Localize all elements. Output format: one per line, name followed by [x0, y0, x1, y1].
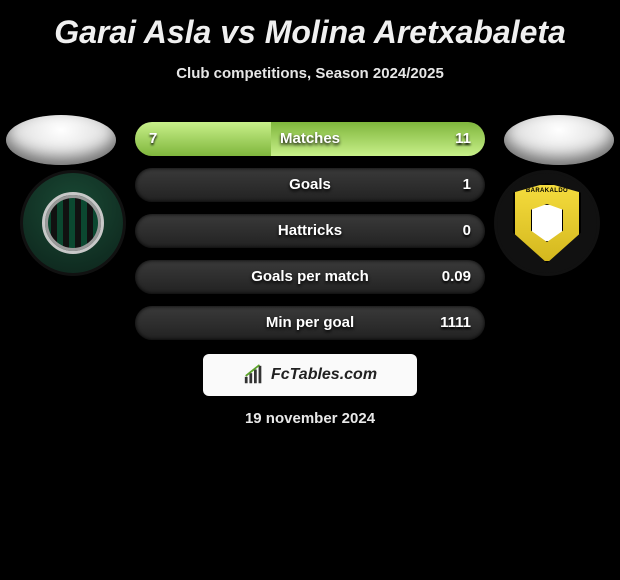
stat-label: Matches	[135, 122, 485, 156]
stat-value-right: 1111	[440, 306, 471, 340]
stats-column: 7 Matches 11 Goals 1 Hattricks 0	[135, 122, 485, 352]
stat-value-right: 1	[463, 168, 471, 202]
stat-value-right: 0	[463, 214, 471, 248]
bar-chart-icon	[243, 364, 265, 386]
player-head-right	[504, 115, 614, 165]
stat-row: Goals per match 0.09	[135, 260, 485, 294]
stat-row: Hattricks 0	[135, 214, 485, 248]
page-title: Garai Asla vs Molina Aretxabaleta	[0, 0, 620, 51]
stat-label: Goals	[135, 168, 485, 202]
stat-row: Goals 1	[135, 168, 485, 202]
stat-label: Min per goal	[135, 306, 485, 340]
shield-text: BARAKALDO	[526, 188, 568, 194]
stat-label: Goals per match	[135, 260, 485, 294]
stat-row: Min per goal 1111	[135, 306, 485, 340]
shield-icon: BARAKALDO	[513, 183, 581, 263]
stat-value-right: 11	[455, 122, 471, 156]
club-badge-right: BARAKALDO	[494, 170, 600, 276]
club-badge-left-inner	[42, 192, 104, 254]
stat-label: Hattricks	[135, 214, 485, 248]
club-badge-left	[20, 170, 126, 276]
stat-row: 7 Matches 11	[135, 122, 485, 156]
stat-value-right: 0.09	[442, 260, 471, 294]
subtitle: Club competitions, Season 2024/2025	[0, 65, 620, 82]
player-head-left	[6, 115, 116, 165]
date-text: 19 november 2024	[0, 410, 620, 427]
source-logo: FcTables.com	[203, 354, 417, 396]
shield-inner	[531, 204, 563, 242]
source-logo-text: FcTables.com	[271, 366, 377, 384]
